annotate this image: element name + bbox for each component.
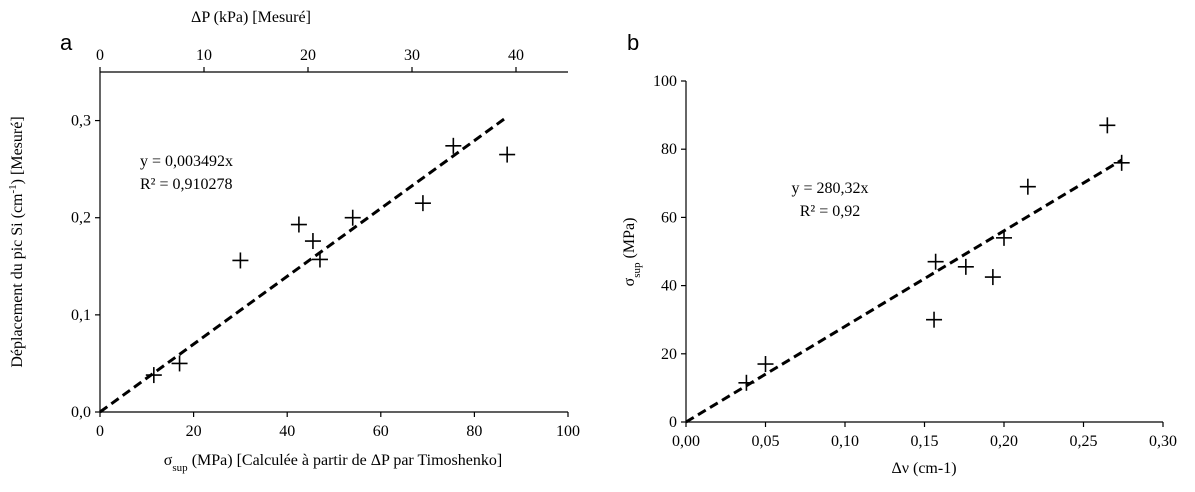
x-tick-label: 20	[186, 423, 202, 440]
x-tick-label: 0	[96, 423, 104, 440]
y-tick-label: 0,1	[71, 307, 91, 324]
x-tick-label: 0,10	[831, 433, 859, 450]
data-point	[1113, 154, 1130, 171]
x-tick-label: 0,00	[672, 433, 700, 450]
y-tick-label: 0,3	[71, 113, 91, 130]
panel-b-y-axis-title: σsup (MPa)	[621, 218, 643, 287]
y-tick-label: 20	[661, 346, 677, 363]
data-point	[996, 229, 1012, 246]
data-point	[1019, 178, 1036, 195]
panel-b-equation: y = 280,32x	[791, 180, 868, 197]
panel-a-top-axis-title: ΔP (kPa) [Mesuré]	[191, 9, 311, 26]
top-tick-label: 40	[508, 47, 524, 64]
data-point	[232, 252, 249, 269]
data-point	[290, 216, 307, 233]
panel-a-x-axis-title: σsup (MPa) [Calculée à partir de ΔP par …	[164, 452, 502, 474]
panel-a-y-ticks: 0,0 0,1 0,2 0,3	[71, 113, 100, 421]
data-point	[171, 355, 188, 372]
x-tick-label: 60	[373, 423, 389, 440]
x-tick-label: 0,05	[752, 433, 780, 450]
panel-a-y-axis-title: Déplacement du pic Si (cm-1) [Mesuré]	[7, 116, 26, 367]
data-point	[445, 137, 462, 154]
x-tick-label: 0,25	[1070, 433, 1098, 450]
panel-b: b 0,00 0,05 0,10 0,15 0,20 0,25 0,30 0 20 40 60 80…	[621, 30, 1177, 477]
panel-a-letter: a	[60, 30, 73, 55]
top-tick-label: 10	[196, 47, 212, 64]
panel-a: a 0 20 40 60 80 100 0,0 0,1 0,2 0,3 0 10 20 30 40 ΔP…	[7, 9, 580, 474]
y-tick-label: 80	[661, 141, 677, 158]
y-tick-label: 60	[661, 209, 677, 226]
data-point	[145, 367, 162, 384]
data-point	[757, 356, 774, 373]
panel-a-r-squared: R² = 0,910278	[140, 176, 233, 193]
panel-a-x-ticks: 0 20 40 60 80 100	[96, 412, 580, 440]
y-tick-label: 0	[669, 414, 677, 431]
data-point	[984, 269, 1001, 286]
data-point	[957, 258, 974, 275]
panel-a-top-ticks: 0 10 20 30 40	[96, 47, 524, 72]
panel-a-points	[145, 137, 516, 384]
panel-b-x-ticks: 0,00 0,05 0,10 0,15 0,20 0,25 0,30	[672, 422, 1177, 450]
data-point	[499, 146, 516, 163]
panel-a-equation: y = 0,003492x	[140, 153, 233, 170]
data-point	[738, 374, 755, 391]
x-tick-label: 0,20	[990, 433, 1018, 450]
data-point	[1099, 117, 1116, 134]
panel-b-r-squared: R² = 0,92	[800, 203, 861, 220]
top-tick-label: 0	[96, 47, 104, 64]
y-tick-label: 100	[653, 73, 677, 90]
y-tick-label: 0,2	[71, 210, 91, 227]
data-point	[927, 253, 944, 270]
data-point	[344, 209, 361, 226]
x-tick-label: 0,30	[1149, 433, 1177, 450]
data-point	[311, 251, 328, 268]
data-point	[926, 311, 943, 328]
panel-b-letter: b	[627, 30, 639, 55]
x-tick-label: 40	[279, 423, 295, 440]
top-tick-label: 20	[300, 47, 316, 64]
y-tick-label: 40	[661, 278, 677, 295]
data-point	[414, 195, 431, 212]
panel-b-x-axis-title: Δν (cm-1)	[891, 460, 956, 477]
y-tick-label: 0,0	[71, 404, 91, 421]
top-tick-label: 30	[404, 47, 420, 64]
x-tick-label: 80	[466, 423, 482, 440]
panel-b-y-ticks: 0 20 40 60 80 100	[653, 73, 686, 431]
x-tick-label: 0,15	[911, 433, 939, 450]
panel-b-points	[738, 117, 1130, 391]
panel-b-trendline	[685, 158, 1123, 424]
x-tick-label: 100	[556, 423, 580, 440]
data-point	[304, 233, 321, 250]
